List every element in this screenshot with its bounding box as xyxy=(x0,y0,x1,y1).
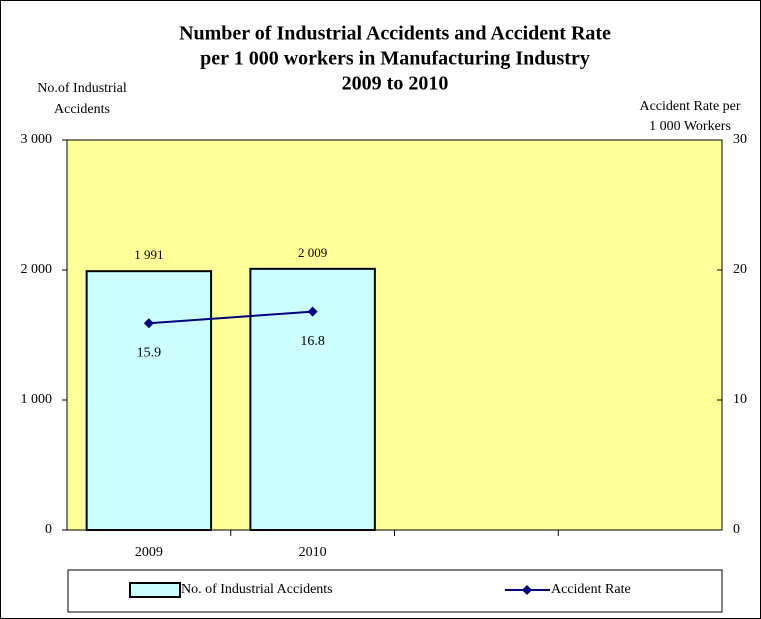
x-tick-label: 2009 xyxy=(135,545,163,560)
line xyxy=(148,310,313,325)
y2-axis-label: Accident Rate per xyxy=(639,99,740,114)
y2-axis-label: 1 000 Workers xyxy=(649,119,731,134)
y-tick-label: 3 000 xyxy=(21,132,53,147)
y-axis-label: Accidents xyxy=(54,102,110,117)
legend-label: Accident Rate xyxy=(551,582,631,597)
y2-tick-label: 10 xyxy=(733,392,747,407)
data-label: 16.8 xyxy=(300,334,325,349)
point xyxy=(307,306,318,317)
legend-swatch xyxy=(129,582,181,598)
data-label: 1 991 xyxy=(134,247,163,262)
data-label: 15.9 xyxy=(137,346,162,361)
bar xyxy=(85,270,213,531)
y-tick-label: 1 000 xyxy=(21,392,53,407)
chart-title: 2009 to 2010 xyxy=(342,73,449,95)
y2-tick-label: 30 xyxy=(733,132,747,147)
chart-title: per 1 000 workers in Manufacturing Indus… xyxy=(200,48,590,70)
y2-tick-label: 20 xyxy=(733,262,747,277)
y-axis-label: No.of Industrial xyxy=(37,81,127,96)
x-tick-label: 2010 xyxy=(299,545,327,560)
y-tick-label: 2 000 xyxy=(21,262,53,277)
legend-swatch xyxy=(522,585,532,595)
point xyxy=(143,318,154,329)
legend-label: No. of Industrial Accidents xyxy=(181,582,333,597)
chart-title: Number of Industrial Accidents and Accid… xyxy=(179,23,611,45)
data-label: 2 009 xyxy=(298,245,327,260)
y-tick-label: 0 xyxy=(45,522,52,537)
y2-tick-label: 0 xyxy=(733,522,740,537)
